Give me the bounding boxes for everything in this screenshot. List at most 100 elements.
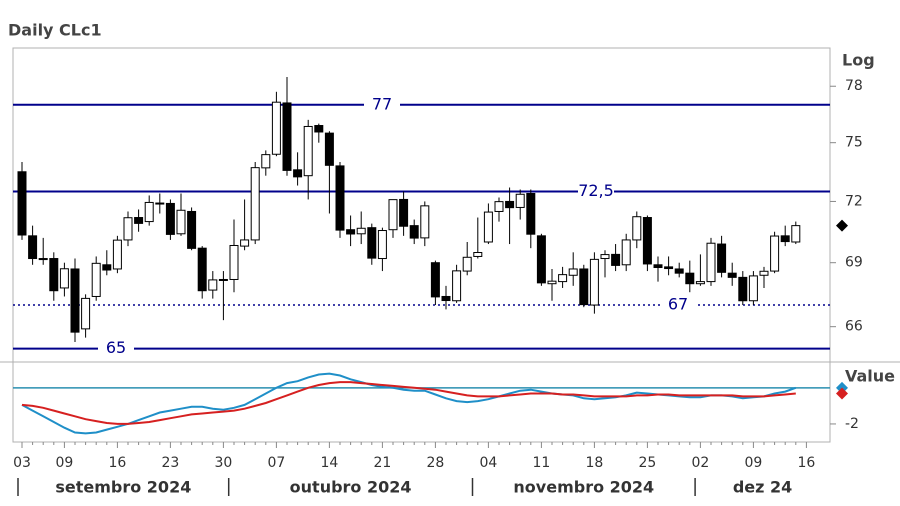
reference-label-bg <box>660 295 696 316</box>
candle-body <box>70 268 80 333</box>
y-axis-label: Value <box>845 367 895 386</box>
month-label: novembro 2024 <box>513 478 654 497</box>
x-tick-label: 28 <box>426 455 444 471</box>
indicator-line <box>21 381 796 425</box>
candle-body <box>155 202 165 205</box>
candle-body <box>187 210 197 249</box>
candle-body <box>727 272 737 278</box>
candle-body <box>515 193 525 208</box>
candle-body <box>759 270 769 276</box>
y-tick-label: 75 <box>845 135 863 151</box>
candle-body <box>770 235 780 272</box>
candle-body <box>505 200 515 209</box>
y-axis-label: Log <box>842 51 875 70</box>
candle-body <box>346 229 356 235</box>
reference-label: 72,5 <box>578 181 614 200</box>
x-tick-label: 09 <box>744 455 762 471</box>
candle-body <box>49 258 59 292</box>
candle-body <box>81 297 91 330</box>
candle-body <box>706 242 716 283</box>
candle-body <box>642 217 652 265</box>
candle-body <box>240 239 250 247</box>
reference-label-bg <box>98 338 134 359</box>
last-value-marker <box>836 219 848 232</box>
candle-body <box>791 225 801 243</box>
candle-body <box>441 295 451 302</box>
x-tick-label: 11 <box>532 455 550 471</box>
candle-body <box>271 101 281 155</box>
candle-body <box>748 275 758 302</box>
candle-body <box>91 262 101 297</box>
candle-body <box>611 253 621 266</box>
candle-body <box>208 279 218 291</box>
candle-body <box>134 217 144 224</box>
candle-body <box>568 268 578 276</box>
candle-body <box>102 264 112 271</box>
candle-body <box>558 274 568 283</box>
candle-body <box>356 227 366 235</box>
x-tick-label: 16 <box>797 455 815 471</box>
candle-body <box>335 165 345 231</box>
x-tick-label: 09 <box>55 455 73 471</box>
x-tick-label: 21 <box>373 455 391 471</box>
candle-body <box>589 258 599 306</box>
candle-body <box>17 171 27 236</box>
candle-body <box>600 254 610 260</box>
candle-body <box>197 247 207 292</box>
last-value-marker <box>836 387 848 400</box>
candle-body <box>695 281 705 285</box>
candle-body <box>674 268 684 274</box>
x-tick-label: 07 <box>267 455 285 471</box>
x-tick-label: 23 <box>161 455 179 471</box>
candle-body <box>261 154 271 169</box>
month-label: dez 24 <box>733 478 792 497</box>
y-tick-label: 66 <box>845 319 863 335</box>
candle-body <box>664 266 674 270</box>
candle-body <box>452 270 462 302</box>
y-tick-label: 69 <box>845 255 863 271</box>
y-tick-label: 78 <box>845 78 863 94</box>
reference-label: 65 <box>106 338 126 357</box>
candle-body <box>59 268 69 289</box>
x-tick-label: 25 <box>638 455 656 471</box>
candle-body <box>462 256 472 272</box>
candle-body <box>28 235 38 260</box>
candle-body <box>420 205 430 239</box>
candle-body <box>176 209 186 235</box>
candle-body <box>632 216 642 241</box>
candle-body <box>717 243 727 273</box>
month-label: outubro 2024 <box>290 478 412 497</box>
candle-body <box>303 125 313 177</box>
month-label: setembro 2024 <box>55 478 191 497</box>
x-tick-label: 14 <box>320 455 338 471</box>
candle-body <box>218 278 228 281</box>
candle-body <box>324 132 334 166</box>
candle-body <box>685 272 695 285</box>
candle-body <box>282 102 292 171</box>
candle-body <box>399 198 409 227</box>
x-tick-label: 18 <box>585 455 603 471</box>
x-tick-label: 04 <box>479 455 497 471</box>
x-tick-label: 02 <box>691 455 709 471</box>
y-tick-label: -2 <box>845 416 859 432</box>
chart-title: Daily CLc1 <box>8 21 102 40</box>
candle-body <box>377 230 387 260</box>
candle-body <box>738 276 748 302</box>
candle-body <box>165 202 175 235</box>
candle-body <box>38 258 48 261</box>
candle-body <box>250 167 260 241</box>
candle-body <box>314 125 324 133</box>
candle-body <box>144 201 154 223</box>
candle-body <box>293 169 303 178</box>
candle-body <box>653 264 663 269</box>
x-tick-label: 30 <box>214 455 232 471</box>
candle-body <box>367 227 377 259</box>
candle-body <box>780 235 790 243</box>
candle-body <box>526 192 536 235</box>
x-tick-label: 03 <box>13 455 31 471</box>
y-tick-label: 72 <box>845 193 863 209</box>
candle-body <box>123 217 133 241</box>
candle-body <box>483 211 493 243</box>
